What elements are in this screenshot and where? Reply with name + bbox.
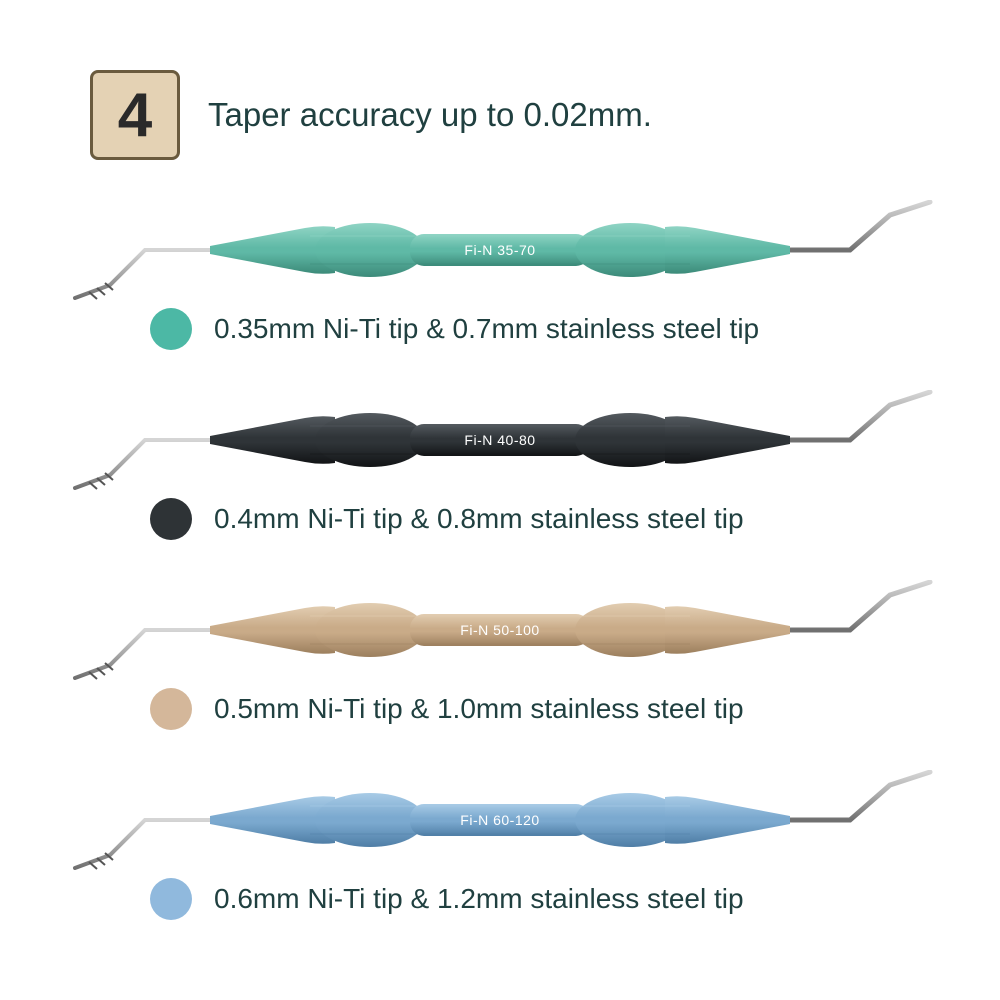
header: 4 Taper accuracy up to 0.02mm. bbox=[90, 70, 652, 160]
tool-illustration: Fi-N 50-100 bbox=[50, 580, 950, 680]
handle-engraving: Fi-N 35-70 bbox=[464, 242, 535, 258]
tool-description: 0.6mm Ni-Ti tip & 1.2mm stainless steel … bbox=[214, 883, 744, 915]
tool-item: Fi-N 35-70 0.35mm Ni-Ti tip & 0.7mm stai… bbox=[0, 200, 1000, 390]
tool-description: 0.5mm Ni-Ti tip & 1.0mm stainless steel … bbox=[214, 693, 744, 725]
badge-number: 4 bbox=[118, 80, 152, 151]
feature-number-badge: 4 bbox=[90, 70, 180, 160]
tool-item: Fi-N 50-100 0.5mm Ni-Ti tip & 1.0mm stai… bbox=[0, 580, 1000, 770]
handle-engraving: Fi-N 40-80 bbox=[464, 432, 535, 448]
tool-label-row: 0.4mm Ni-Ti tip & 0.8mm stainless steel … bbox=[150, 498, 744, 540]
tool-illustration: Fi-N 40-80 bbox=[50, 390, 950, 490]
tool-graphic: Fi-N 50-100 bbox=[50, 580, 950, 680]
tool-graphic: Fi-N 35-70 bbox=[50, 200, 950, 300]
handle-right-taper bbox=[665, 226, 790, 274]
handle-left-bulb bbox=[315, 603, 425, 657]
handle-right-taper bbox=[665, 796, 790, 844]
tool-label-row: 0.6mm Ni-Ti tip & 1.2mm stainless steel … bbox=[150, 878, 744, 920]
right-tip bbox=[785, 772, 930, 820]
handle-right-taper bbox=[665, 416, 790, 464]
right-tip bbox=[785, 202, 930, 250]
color-swatch bbox=[150, 878, 192, 920]
handle-engraving: Fi-N 60-120 bbox=[460, 812, 539, 828]
left-tip bbox=[75, 820, 215, 868]
handle-left-bulb bbox=[315, 223, 425, 277]
tool-illustration: Fi-N 35-70 bbox=[50, 200, 950, 300]
left-tip bbox=[75, 630, 215, 678]
left-tip bbox=[75, 250, 215, 298]
color-swatch bbox=[150, 498, 192, 540]
left-tip bbox=[75, 440, 215, 488]
tool-graphic: Fi-N 40-80 bbox=[50, 390, 950, 490]
color-swatch bbox=[150, 308, 192, 350]
tool-description: 0.4mm Ni-Ti tip & 0.8mm stainless steel … bbox=[214, 503, 744, 535]
right-tip bbox=[785, 582, 930, 630]
tool-label-row: 0.5mm Ni-Ti tip & 1.0mm stainless steel … bbox=[150, 688, 744, 730]
right-tip bbox=[785, 392, 930, 440]
handle-engraving: Fi-N 50-100 bbox=[460, 622, 539, 638]
tool-list: Fi-N 35-70 0.35mm Ni-Ti tip & 0.7mm stai… bbox=[0, 200, 1000, 960]
handle-left-bulb bbox=[315, 413, 425, 467]
handle-right-taper bbox=[665, 606, 790, 654]
tool-illustration: Fi-N 60-120 bbox=[50, 770, 950, 870]
tool-item: Fi-N 60-120 0.6mm Ni-Ti tip & 1.2mm stai… bbox=[0, 770, 1000, 960]
tool-graphic: Fi-N 60-120 bbox=[50, 770, 950, 870]
tool-item: Fi-N 40-80 0.4mm Ni-Ti tip & 0.8mm stain… bbox=[0, 390, 1000, 580]
handle-left-bulb bbox=[315, 793, 425, 847]
tool-description: 0.35mm Ni-Ti tip & 0.7mm stainless steel… bbox=[214, 313, 759, 345]
headline: Taper accuracy up to 0.02mm. bbox=[208, 96, 652, 134]
tool-label-row: 0.35mm Ni-Ti tip & 0.7mm stainless steel… bbox=[150, 308, 759, 350]
color-swatch bbox=[150, 688, 192, 730]
